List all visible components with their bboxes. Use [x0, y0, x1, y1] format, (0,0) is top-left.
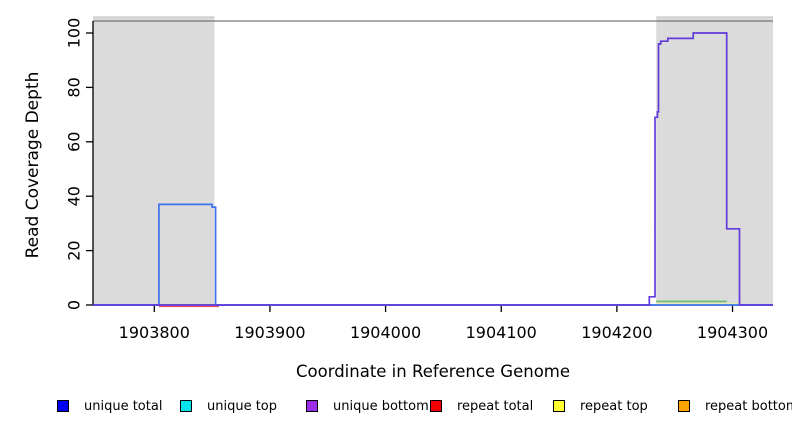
x-tick-label: 1904300	[697, 323, 768, 342]
legend-label: unique total	[84, 398, 163, 414]
legend-label: repeat bottom	[705, 398, 792, 414]
y-tick-label: 0	[65, 300, 84, 310]
legend-item-repeat-top: repeat top	[553, 396, 648, 416]
legend-label: unique top	[207, 398, 278, 414]
legend-label: repeat top	[580, 398, 648, 414]
legend-item-unique-bottom: unique bottom	[306, 396, 429, 416]
legend-item-unique-total: unique total	[57, 396, 162, 416]
y-tick-label: 80	[65, 77, 84, 97]
x-tick-label: 1903800	[119, 323, 190, 342]
y-tick-label: 20	[65, 240, 84, 260]
masked-region-left	[93, 17, 215, 305]
legend-swatch-repeat-total	[430, 400, 442, 412]
legend-item-repeat-total: repeat total	[430, 396, 533, 416]
legend-label: repeat total	[457, 398, 534, 414]
legend-swatch-unique-bottom	[306, 400, 318, 412]
x-tick-label: 1904100	[466, 323, 537, 342]
y-tick-label: 40	[65, 186, 84, 206]
series-unique-bottom	[93, 32, 773, 306]
legend-swatch-unique-total	[57, 400, 69, 412]
series-unique-total	[93, 203, 773, 306]
legend-swatch-unique-top	[180, 400, 192, 412]
legend-item-repeat-bottom: repeat bottom	[678, 396, 792, 416]
masked-region-right	[656, 17, 773, 305]
legend: unique total unique top unique bottom repea…	[0, 396, 792, 420]
legend-label: unique bottom	[333, 398, 429, 414]
legend-swatch-repeat-top	[553, 400, 565, 412]
x-tick-label: 1903900	[234, 323, 305, 342]
y-tick-label: 60	[65, 132, 84, 152]
y-axis-title: Read Coverage Depth	[23, 71, 43, 259]
legend-swatch-repeat-bottom	[678, 400, 690, 412]
x-tick-label: 1904000	[350, 323, 421, 342]
legend-item-unique-top: unique top	[180, 396, 277, 416]
x-axis-title: Coordinate in Reference Genome	[295, 362, 571, 381]
x-tick-label: 1904200	[581, 323, 652, 342]
y-tick-label: 100	[65, 18, 84, 49]
